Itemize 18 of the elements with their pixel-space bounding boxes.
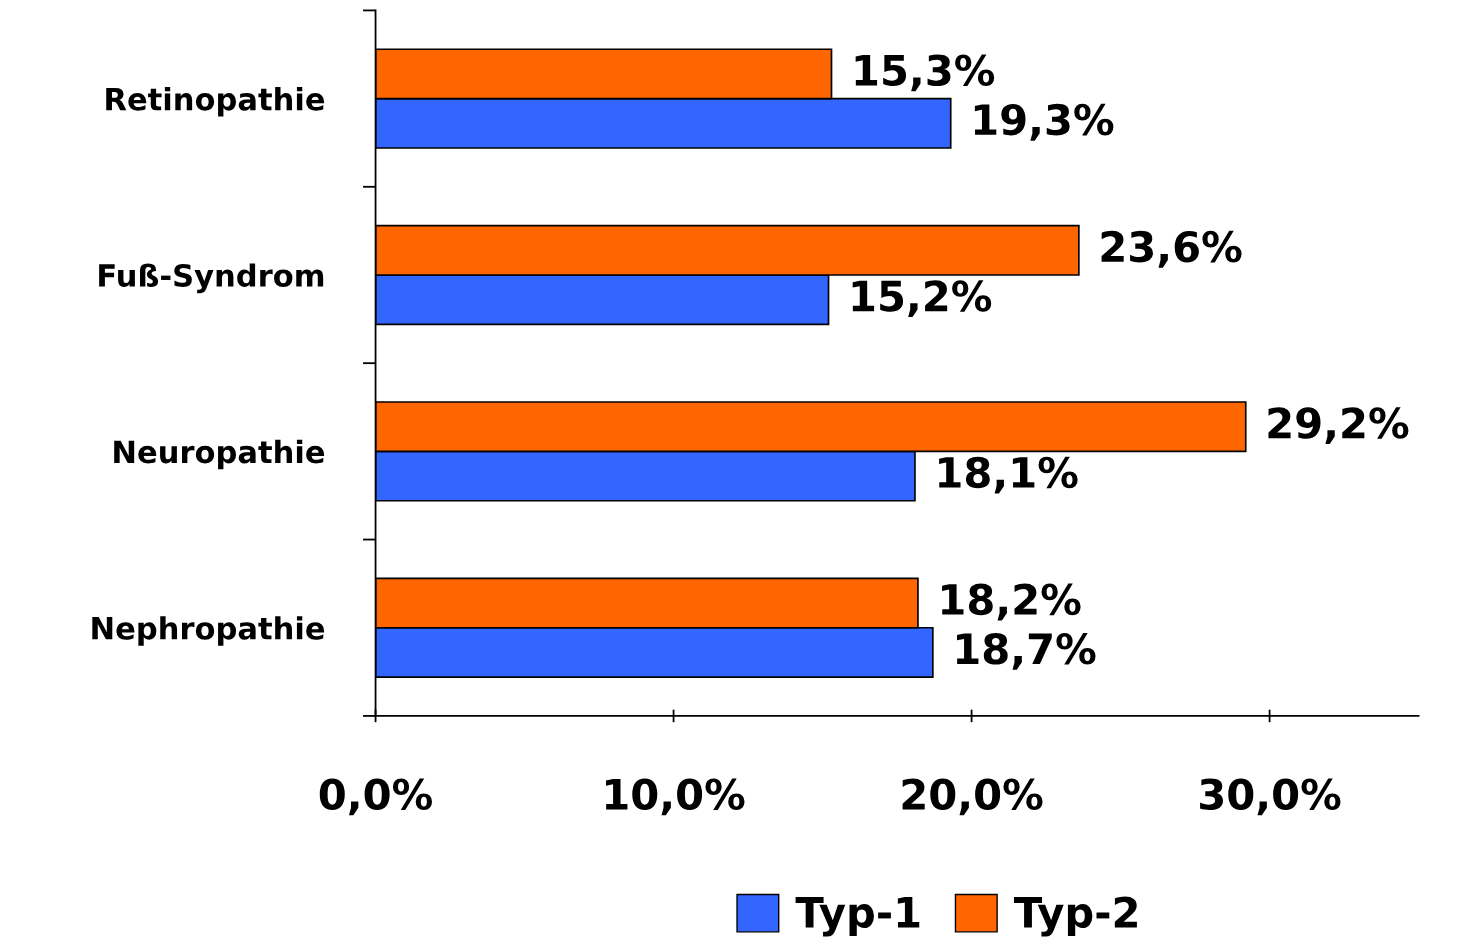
x-tick-label: 0,0%: [319, 778, 433, 816]
data-label: 29,2%: [1268, 407, 1409, 445]
legend-label: Typ-1: [795, 897, 920, 937]
y-tick-label: Nephropathie: [92, 616, 325, 646]
legend-label: Typ-2: [1013, 896, 1137, 937]
data-label: 19,3%: [974, 103, 1114, 141]
y-tick-label: Fuß-Syndrom: [99, 263, 324, 294]
x-tick-label: 30,0%: [1200, 778, 1341, 816]
y-tick-label: Neuropathie: [114, 439, 325, 470]
y-tick-label: Retinopathie: [106, 87, 325, 117]
data-label: 15,2%: [852, 280, 992, 318]
x-tick-label: 20,0%: [902, 778, 1043, 816]
data-label: 23,6%: [1101, 230, 1242, 268]
x-tick-label: 10,0%: [605, 778, 745, 816]
data-label: 15,3%: [855, 54, 995, 92]
data-label: 18,7%: [956, 633, 1096, 670]
data-label: 18,1%: [939, 456, 1078, 494]
data-label: 18,2%: [942, 583, 1081, 621]
